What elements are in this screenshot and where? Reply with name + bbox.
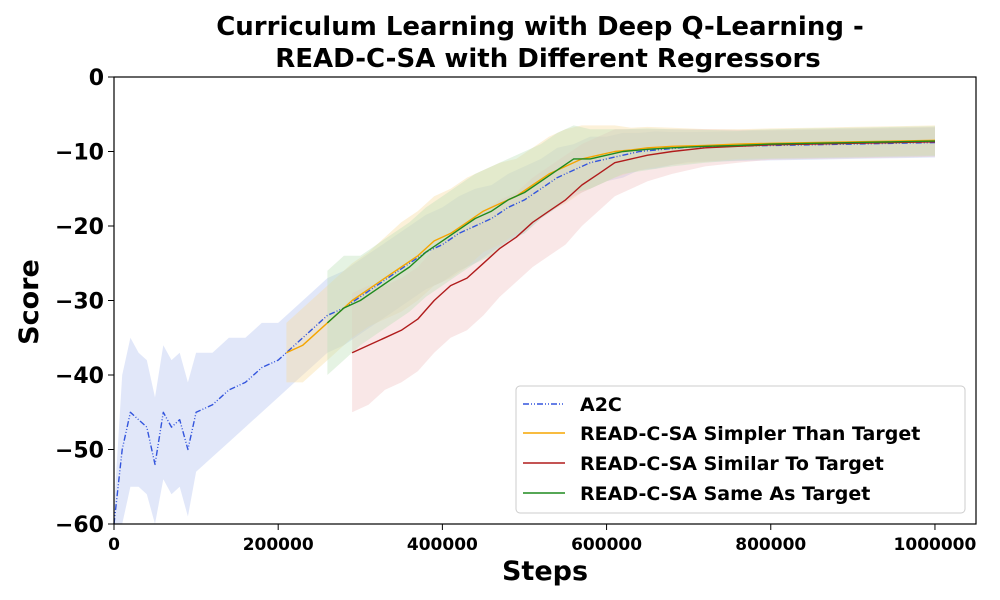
x-tick-label: 0 (108, 535, 120, 555)
y-tick-label: −30 (55, 290, 104, 315)
chart-title-line-1: Curriculum Learning with Deep Q-Learning… (216, 12, 864, 42)
line-read-c-sa-similar-to-target (351, 141, 936, 354)
y-axis-label: Score (14, 259, 45, 345)
band-read-c-sa-simpler-than-target (286, 125, 935, 383)
x-tick-label: 800000 (735, 535, 806, 555)
legend-label-simpler: READ-C-SA Simpler Than Target (580, 423, 920, 445)
band-read-c-sa-similar-to-target (352, 126, 936, 413)
line-a2c (113, 141, 936, 525)
y-tick-label: −50 (55, 439, 104, 464)
line-read-c-sa-same-as-target (326, 140, 936, 324)
line-read-c-sa-simpler-than-target (286, 139, 936, 354)
y-tick-label: −60 (55, 513, 104, 538)
confidence-bands (114, 125, 936, 524)
legend-label-a2c: A2C (580, 394, 622, 416)
x-tick-label: 1000000 (894, 535, 977, 555)
x-axis-label: Steps (502, 556, 588, 587)
legend-label-similar: READ-C-SA Similar To Target (580, 453, 884, 475)
y-tick-label: −20 (55, 215, 104, 240)
y-axis: 0 −10 −20 −30 −40 −50 −60 (55, 66, 114, 538)
band-read-c-sa-same-as-target (327, 125, 935, 376)
x-axis: 0 200000 400000 600000 800000 1000000 (108, 524, 977, 555)
series-lines (113, 139, 936, 525)
band-a2c (114, 127, 935, 524)
x-tick-label: 200000 (243, 535, 314, 555)
y-tick-label: −40 (55, 364, 104, 389)
x-tick-label: 600000 (571, 535, 642, 555)
y-tick-label: −10 (55, 141, 104, 166)
legend: A2C READ-C-SA Simpler Than Target READ-C… (515, 385, 966, 514)
y-tick-label: 0 (89, 66, 104, 91)
x-tick-label: 400000 (407, 535, 478, 555)
legend-label-same: READ-C-SA Same As Target (580, 483, 870, 505)
chart-title-line-2: READ-C-SA with Different Regressors (275, 44, 821, 74)
legend-box (515, 385, 966, 514)
